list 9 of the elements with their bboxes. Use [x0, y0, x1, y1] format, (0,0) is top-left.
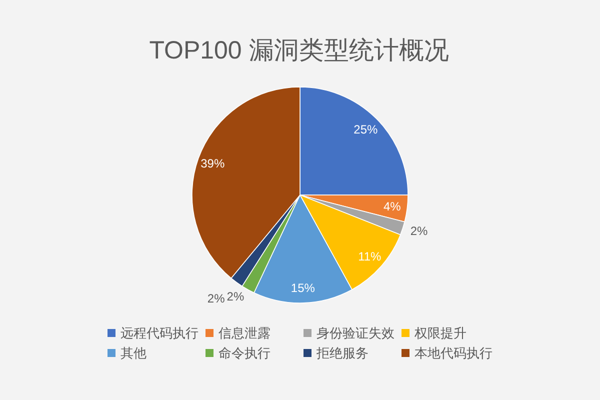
legend-label: 其他 — [120, 346, 146, 360]
legend-label: 命令执行 — [218, 346, 270, 360]
legend-label: 信息泄露 — [218, 326, 270, 340]
legend-label: 拒绝服务 — [316, 346, 368, 360]
legend-label: 身份验证失效 — [316, 326, 394, 340]
legend-label: 权限提升 — [414, 326, 466, 340]
title: TOP100 漏洞类型统计概况 — [149, 36, 449, 65]
legend-label: 本地代码执行 — [414, 346, 492, 360]
legend-label: 远程代码执行 — [120, 326, 198, 340]
